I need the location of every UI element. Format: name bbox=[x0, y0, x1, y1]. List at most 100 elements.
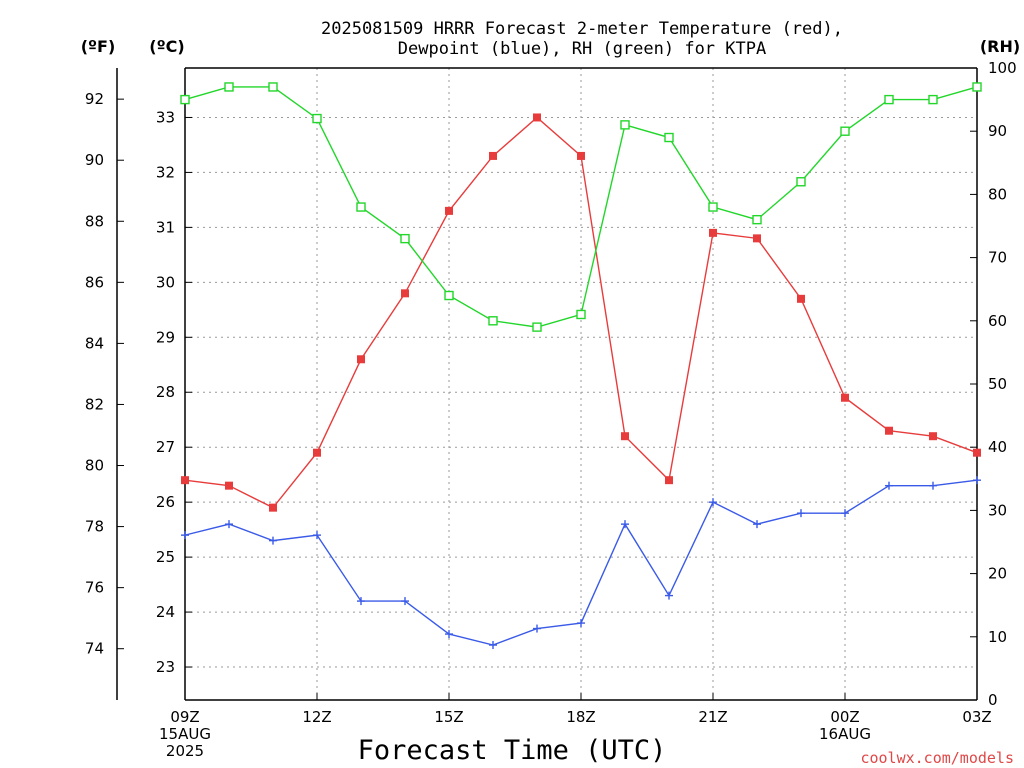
watermark: coolwx.com/models bbox=[860, 749, 1014, 767]
rh-tick-label: 20 bbox=[988, 565, 1007, 583]
temperature-point bbox=[841, 393, 849, 402]
rh-point bbox=[796, 177, 806, 187]
rh-tick-label: 30 bbox=[988, 501, 1007, 519]
temperature-point bbox=[401, 289, 409, 298]
temperature-point bbox=[533, 113, 541, 122]
temperature-point bbox=[797, 294, 805, 303]
rh-tick-label: 60 bbox=[988, 312, 1007, 330]
fahrenheit-tick-label: 86 bbox=[85, 273, 104, 291]
celsius-tick-label: 30 bbox=[156, 273, 175, 291]
rh-point bbox=[840, 126, 850, 136]
x-axis-title: Forecast Time (UTC) bbox=[358, 735, 667, 766]
temperature-point bbox=[445, 206, 453, 215]
temperature-point bbox=[269, 503, 277, 512]
temperature-point bbox=[885, 426, 893, 435]
rh-point bbox=[972, 82, 982, 92]
celsius-tick-label: 28 bbox=[156, 383, 175, 401]
dewpoint-point bbox=[973, 476, 981, 485]
dewpoint-point bbox=[181, 531, 189, 540]
dewpoint-point bbox=[797, 509, 805, 518]
fahrenheit-tick-label: 74 bbox=[85, 640, 104, 658]
x-tick-label: 2025 bbox=[166, 742, 204, 760]
data-series bbox=[180, 82, 982, 650]
dewpoint-point bbox=[753, 520, 761, 529]
rh-point bbox=[664, 132, 674, 143]
rh-point bbox=[884, 94, 894, 105]
chart-title-line1: 2025081509 HRRR Forecast 2-meter Tempera… bbox=[321, 19, 843, 39]
celsius-tick-label: 29 bbox=[156, 328, 175, 346]
x-tick-label: 18Z bbox=[566, 708, 595, 726]
rh-point bbox=[180, 94, 190, 105]
celsius-tick-label: 32 bbox=[156, 163, 175, 181]
rh-point bbox=[444, 290, 454, 301]
celsius-tick-label: 24 bbox=[156, 603, 175, 621]
dewpoint-point bbox=[577, 619, 585, 628]
dewpoint-point bbox=[929, 481, 937, 490]
fahrenheit-tick-label: 92 bbox=[85, 90, 104, 108]
rh-tick-label: 0 bbox=[988, 691, 998, 709]
temperature-point bbox=[973, 448, 981, 457]
celsius-tick-label: 23 bbox=[156, 658, 175, 676]
dewpoint-point bbox=[313, 531, 321, 540]
grid-lines bbox=[185, 68, 977, 700]
rh-point bbox=[488, 316, 498, 326]
temperature-point bbox=[577, 151, 585, 160]
x-tick-label: 21Z bbox=[698, 708, 727, 726]
rh-point bbox=[268, 82, 278, 92]
rh-point bbox=[532, 322, 542, 332]
x-tick-label: 00Z bbox=[830, 708, 859, 726]
rh-point bbox=[752, 214, 762, 225]
rh-point bbox=[356, 202, 366, 212]
rh-tick-label: 10 bbox=[988, 628, 1007, 646]
fahrenheit-tick-label: 90 bbox=[85, 151, 104, 169]
rh-tick-label: 90 bbox=[988, 122, 1007, 140]
fahrenheit-tick-label: 80 bbox=[85, 457, 104, 475]
celsius-unit-label: (ºC) bbox=[149, 37, 184, 56]
dewpoint-point bbox=[841, 509, 849, 518]
fahrenheit-tick-label: 76 bbox=[85, 579, 104, 597]
celsius-tick-label: 26 bbox=[156, 493, 175, 511]
dewpoint-point bbox=[709, 498, 717, 507]
dewpoint-point bbox=[621, 520, 629, 529]
rh-tick-label: 70 bbox=[988, 249, 1007, 267]
chart-axes bbox=[116, 67, 978, 701]
chart-title-line2: Dewpoint (blue), RH (green) for KTPA bbox=[398, 39, 766, 59]
rh-point bbox=[928, 94, 938, 105]
x-tick-label: 15Z bbox=[434, 708, 463, 726]
tick-labels: 23 24 25 26 27 28 29 30 31 32 33 74 76 78 80 82 84 86 88 90… bbox=[85, 59, 1017, 760]
x-tick-label: 16AUG bbox=[819, 725, 871, 743]
temperature-point bbox=[709, 228, 717, 237]
temperature-point bbox=[489, 151, 497, 160]
celsius-tick-label: 25 bbox=[156, 548, 175, 566]
celsius-tick-label: 31 bbox=[156, 218, 175, 236]
temperature-point bbox=[621, 432, 629, 441]
x-tick-label: 09Z bbox=[170, 708, 199, 726]
fahrenheit-tick-label: 78 bbox=[85, 518, 104, 536]
rh-tick-label: 100 bbox=[988, 59, 1017, 77]
celsius-tick-label: 33 bbox=[156, 108, 175, 126]
temperature-point bbox=[753, 234, 761, 243]
dewpoint-point bbox=[225, 520, 233, 529]
temperature-point bbox=[929, 432, 937, 441]
temperature-point bbox=[181, 476, 189, 485]
temperature-point bbox=[225, 481, 233, 490]
fahrenheit-tick-label: 88 bbox=[85, 212, 104, 230]
rh-point bbox=[224, 82, 234, 92]
dewpoint-point bbox=[357, 597, 365, 606]
fahrenheit-unit-label: (ºF) bbox=[81, 37, 116, 56]
rh-unit-label: (RH) bbox=[980, 37, 1020, 56]
rh-tick-label: 80 bbox=[988, 185, 1007, 203]
x-tick-label: 12Z bbox=[302, 708, 331, 726]
rh-point bbox=[708, 202, 718, 212]
dewpoint-point bbox=[533, 624, 541, 633]
fahrenheit-tick-label: 84 bbox=[85, 334, 104, 352]
temperature-point bbox=[313, 448, 321, 457]
fahrenheit-tick-label: 82 bbox=[85, 395, 104, 413]
temperature-point bbox=[357, 355, 365, 364]
rh-tick-label: 50 bbox=[988, 375, 1007, 393]
rh-point bbox=[312, 113, 322, 124]
celsius-tick-label: 27 bbox=[156, 438, 175, 456]
x-tick-label: 15AUG bbox=[159, 725, 211, 743]
rh-tick-label: 40 bbox=[988, 438, 1007, 456]
